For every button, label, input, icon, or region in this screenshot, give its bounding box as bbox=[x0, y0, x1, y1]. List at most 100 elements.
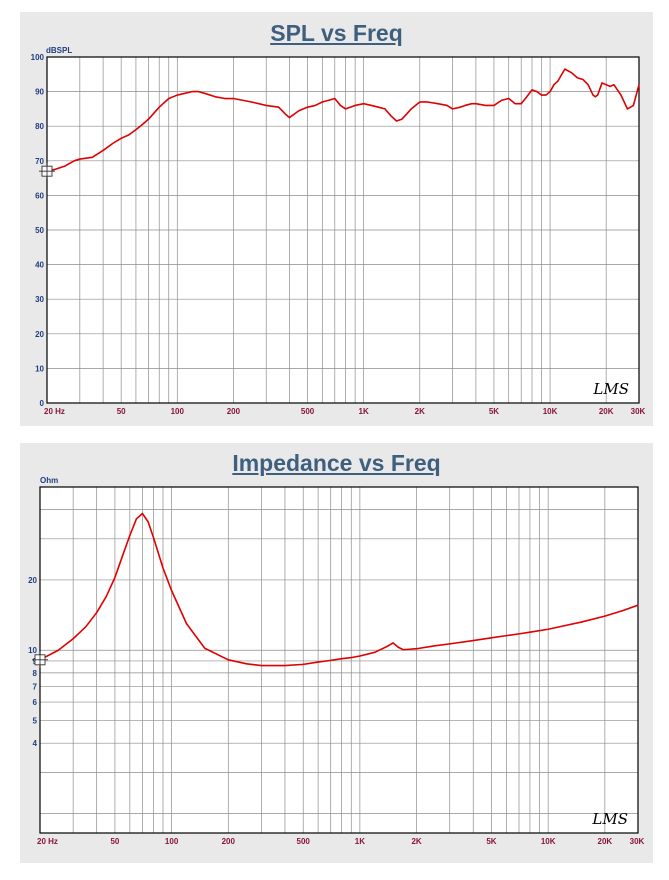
spl-data-point bbox=[508, 97, 510, 100]
spl-data-point bbox=[102, 149, 104, 152]
impedance-data-point bbox=[580, 621, 582, 623]
impedance-cursor-icon bbox=[32, 651, 48, 668]
spl-data-point bbox=[609, 85, 611, 88]
impedance-series-points bbox=[39, 512, 639, 667]
spl-data-point bbox=[484, 104, 487, 107]
spl-data-point bbox=[514, 103, 516, 105]
impedance-chart-panel: Impedance vs Freq 20 Hz 50 100 200 500 1K 2K 5K… bbox=[20, 443, 653, 863]
spl-y-tick-label: 40 bbox=[35, 261, 44, 270]
spl-data-point bbox=[471, 103, 473, 105]
impedance-data-point bbox=[147, 521, 149, 523]
spl-data-point bbox=[349, 106, 352, 108]
impedance-data-point bbox=[85, 626, 87, 628]
spl-chart-title: SPL vs Freq bbox=[270, 20, 403, 46]
impedance-data-point bbox=[518, 633, 520, 635]
impedance-data-point bbox=[57, 649, 59, 651]
spl-data-point bbox=[464, 104, 466, 107]
impedance-series-line bbox=[39, 512, 639, 667]
impedance-data-point bbox=[434, 645, 436, 647]
spl-x-tick-label: 30K bbox=[631, 407, 646, 416]
spl-data-point bbox=[91, 156, 93, 158]
spl-data-point bbox=[564, 68, 566, 70]
impedance-data-point bbox=[204, 647, 206, 649]
spl-data-point bbox=[73, 160, 75, 162]
impedance-data-point bbox=[162, 567, 164, 569]
impedance-y-axis-label: Ohm bbox=[40, 476, 58, 485]
spl-data-point bbox=[377, 106, 380, 108]
spl-data-point bbox=[452, 108, 454, 110]
impedance-data-point bbox=[562, 625, 564, 627]
spl-data-point bbox=[638, 84, 640, 86]
impedance-data-point bbox=[490, 637, 493, 639]
spl-data-point bbox=[632, 104, 635, 107]
impedance-x-tick-label: 2K bbox=[411, 837, 421, 846]
spl-data-point bbox=[232, 97, 234, 100]
spl-data-point bbox=[557, 80, 559, 82]
impedance-data-point bbox=[227, 659, 229, 661]
spl-data-point bbox=[168, 97, 170, 100]
spl-data-point bbox=[345, 108, 347, 110]
impedance-data-point bbox=[472, 639, 474, 642]
spl-data-point bbox=[284, 113, 286, 115]
spl-y-tick-label: 80 bbox=[35, 122, 44, 131]
impedance-data-point bbox=[604, 615, 606, 617]
impedance-data-point bbox=[105, 595, 107, 598]
spl-series-points bbox=[46, 68, 640, 172]
impedance-y-tick-label: 7 bbox=[33, 682, 38, 691]
impedance-data-point bbox=[402, 649, 404, 651]
spl-data-point bbox=[587, 84, 589, 86]
impedance-data-point bbox=[96, 611, 98, 614]
impedance-plot-area bbox=[40, 487, 638, 833]
spl-y-tick-label: 50 bbox=[35, 226, 44, 235]
spl-y-tick-label: 10 bbox=[35, 364, 44, 373]
impedance-data-point bbox=[415, 648, 418, 650]
spl-data-point bbox=[419, 101, 421, 103]
spl-data-point bbox=[384, 108, 386, 110]
spl-data-point bbox=[128, 134, 130, 136]
spl-data-point bbox=[224, 97, 226, 100]
impedance-data-point bbox=[141, 512, 144, 515]
spl-data-point bbox=[493, 104, 495, 107]
spl-data-point bbox=[613, 84, 615, 86]
spl-data-point bbox=[553, 84, 555, 86]
impedance-x-tick-label: 20K bbox=[598, 837, 613, 846]
spl-y-tick-label: 100 bbox=[31, 53, 45, 62]
impedance-lms-logo: LMS bbox=[591, 810, 628, 828]
spl-x-tick-label: 50 bbox=[117, 407, 126, 416]
spl-data-point bbox=[112, 142, 114, 145]
impedance-data-point bbox=[72, 638, 74, 640]
spl-data-point bbox=[395, 120, 398, 122]
impedance-data-point bbox=[114, 576, 116, 579]
spl-chart: 20 Hz 50 100 200 500 1K 2K 5K 10K 20K 30K 0 10 20 30 40… bbox=[31, 46, 646, 416]
spl-data-point bbox=[520, 103, 522, 105]
spl-data-point bbox=[278, 106, 280, 108]
impedance-data-point bbox=[350, 657, 352, 659]
spl-data-point bbox=[135, 129, 137, 131]
spl-x-tick-label: 2K bbox=[415, 407, 425, 416]
impedance-x-tick-label: 20 Hz bbox=[37, 837, 58, 846]
impedance-y-tick-label: 8 bbox=[33, 669, 38, 678]
impedance-y-grid bbox=[40, 509, 638, 814]
spl-x-tick-label: 20K bbox=[599, 407, 614, 416]
impedance-data-point bbox=[284, 664, 286, 667]
spl-data-point bbox=[605, 84, 607, 86]
spl-data-point bbox=[620, 94, 622, 96]
impedance-x-tick-label: 30K bbox=[630, 837, 645, 846]
impedance-x-tick-label: 500 bbox=[297, 837, 311, 846]
impedance-data-point bbox=[245, 663, 248, 665]
impedance-x-tick-label: 200 bbox=[222, 837, 236, 846]
spl-data-point bbox=[390, 115, 392, 117]
spl-data-point bbox=[540, 94, 543, 96]
spl-plot-frame bbox=[46, 56, 640, 404]
impedance-data-point bbox=[317, 661, 319, 663]
impedance-data-point bbox=[152, 536, 154, 538]
spl-data-point bbox=[426, 101, 429, 103]
impedance-data-point bbox=[392, 642, 394, 644]
spl-y-tick-label: 0 bbox=[40, 399, 45, 408]
spl-data-point bbox=[314, 104, 316, 107]
impedance-x-tick-label: 100 bbox=[165, 837, 179, 846]
spl-data-point bbox=[601, 82, 603, 84]
spl-x-tick-label: 1K bbox=[359, 407, 369, 416]
spl-data-point bbox=[328, 99, 330, 101]
spl-data-point bbox=[536, 91, 538, 93]
